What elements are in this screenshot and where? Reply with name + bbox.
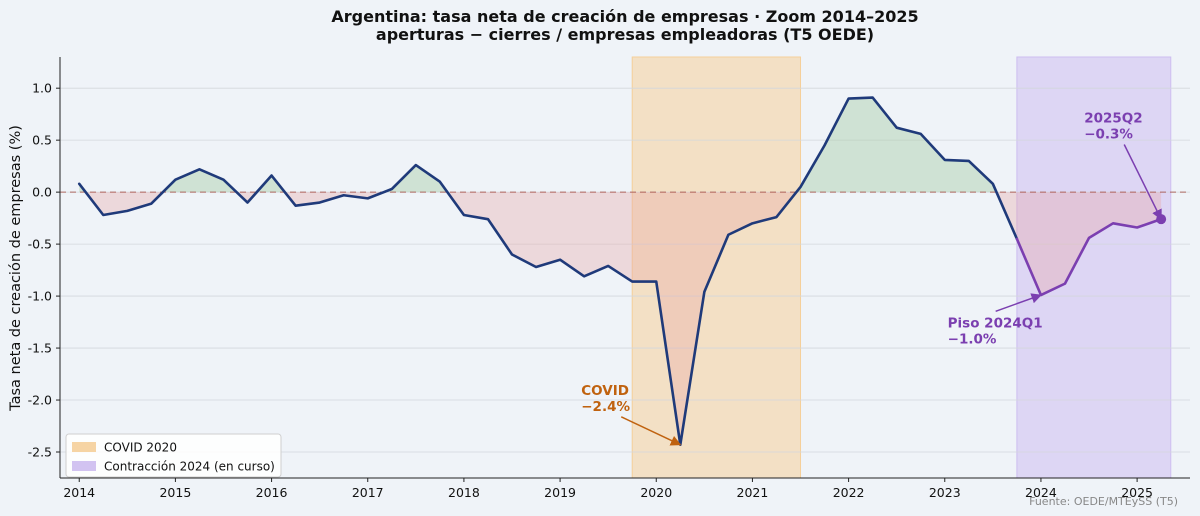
- chart-subtitle: aperturas − cierres / empresas empleador…: [376, 25, 874, 44]
- legend-swatch-1: [72, 442, 96, 452]
- x-tick-label-3: 2016: [256, 485, 288, 500]
- annotation-line-2-2: −1.0%: [948, 331, 997, 347]
- annotation-line-3-1: 2025Q2: [1084, 110, 1142, 126]
- annotation-line-1-2: −2.4%: [581, 399, 630, 415]
- shaded-region-2: [1016, 56, 1172, 479]
- positive-area-fill: [79, 97, 1162, 193]
- legend-swatch-2: [72, 461, 96, 471]
- axes: 1.0 0.5 0.0 -0.5 -1.0 -1.5 -2.0 -2.5 2014 2015 201…: [28, 57, 1190, 500]
- shaded-regions: [631, 56, 1172, 479]
- x-tick-label-9: 2022: [833, 485, 865, 500]
- annotation-label-2: Piso 2024Q1 −1.0%: [948, 315, 1043, 347]
- x-tick-label-4: 2017: [352, 485, 384, 500]
- legend-label-2: Contracción 2024 (en curso): [104, 460, 275, 474]
- annotation-label-3: 2025Q2 −0.3%: [1084, 110, 1142, 142]
- legend-label-1: COVID 2020: [104, 441, 177, 455]
- chart-title: Argentina: tasa neta de creación de empr…: [331, 7, 918, 26]
- negative-area-fill: [79, 192, 1162, 445]
- legend: COVID 2020 Contracción 2024 (en curso): [65, 433, 282, 478]
- x-tick-label-11: 2024: [1025, 485, 1057, 500]
- annotation-line-1-1: COVID: [581, 383, 629, 399]
- x-tick-label-5: 2018: [448, 485, 480, 500]
- annotation-arrow-3: [1123, 144, 1162, 221]
- x-tick-label-8: 2021: [737, 485, 769, 500]
- annotation-arrow-2: [995, 293, 1042, 312]
- annotation-label-1: COVID −2.4%: [581, 383, 630, 415]
- shaded-region-1: [631, 56, 802, 479]
- y-tick-label-3: 0.0: [32, 185, 52, 200]
- annotation-line-2-1: Piso 2024Q1: [948, 315, 1043, 331]
- y-tick-label-6: -1.5: [28, 341, 52, 356]
- y-tick-label-1: 1.0: [32, 81, 52, 96]
- annotation-arrow-1: [620, 416, 682, 446]
- y-tick-label-8: -2.5: [28, 445, 52, 460]
- y-tick-label-4: -0.5: [28, 237, 52, 252]
- y-tick-label-2: 0.5: [32, 133, 52, 148]
- x-tick-label-7: 2020: [640, 485, 672, 500]
- y-axis-label: Tasa neta de creación de empresas (%): [8, 125, 24, 412]
- series-line-1: [77, 96, 1019, 447]
- annotations: COVID −2.4% Piso 2024Q1 −1.0% 2025Q2 −0.3%: [581, 110, 1162, 446]
- x-tick-label-6: 2019: [544, 485, 576, 500]
- y-tick-label-5: -1.0: [28, 289, 52, 304]
- x-tick-label-12: 2025: [1121, 485, 1153, 500]
- x-tick-label-10: 2023: [929, 485, 961, 500]
- chart-title-group: Argentina: tasa neta de creación de empr…: [331, 7, 918, 44]
- x-tick-label-1: 2014: [63, 485, 95, 500]
- y-tick-label-7: -2.0: [28, 393, 52, 408]
- source-note: Fuente: OEDE/MTEySS (T5): [1029, 495, 1178, 508]
- legend-box: [65, 433, 282, 478]
- annotation-line-3-2: −0.3%: [1084, 126, 1133, 142]
- x-tick-label-2: 2015: [159, 485, 191, 500]
